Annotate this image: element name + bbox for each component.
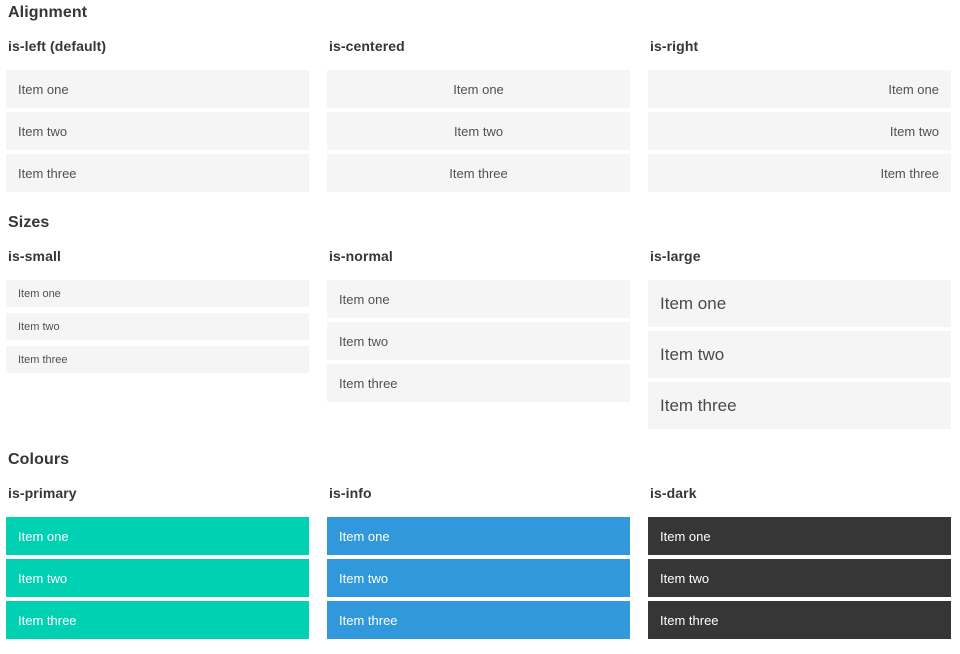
item-list: Item one Item two Item three xyxy=(6,517,309,639)
list-item[interactable]: Item one xyxy=(327,517,630,555)
section-title: Colours xyxy=(8,451,70,468)
list-item[interactable]: Item one xyxy=(327,70,630,108)
list-item[interactable]: Item three xyxy=(6,601,309,639)
column-is-dark: is-dark Item one Item two Item three xyxy=(648,486,951,639)
list-item[interactable]: Item one xyxy=(648,70,951,108)
list-item[interactable]: Item three xyxy=(327,601,630,639)
list-item[interactable]: Item one xyxy=(648,280,951,327)
list-item[interactable]: Item two xyxy=(648,559,951,597)
column-label: is-large xyxy=(650,248,701,264)
item-list: Item one Item two Item three xyxy=(648,70,951,192)
list-item[interactable]: Item three xyxy=(6,154,309,192)
section-alignment: Alignment is-left (default) Item one Ite… xyxy=(6,5,951,192)
item-list: Item one Item two Item three xyxy=(648,517,951,639)
column-is-centered: is-centered Item one Item two Item three xyxy=(327,39,630,192)
item-list: Item one Item two Item three xyxy=(327,280,630,402)
list-item[interactable]: Item two xyxy=(648,331,951,378)
section-sizes: Sizes is-small Item one Item two Item th… xyxy=(6,215,951,429)
column-label: is-dark xyxy=(650,485,697,501)
list-demo-page: Alignment is-left (default) Item one Ite… xyxy=(6,5,951,639)
column-label: is-primary xyxy=(8,485,77,501)
column-is-small: is-small Item one Item two Item three xyxy=(6,249,309,429)
column-label: is-right xyxy=(650,38,699,54)
list-item[interactable]: Item one xyxy=(6,280,309,307)
item-list: Item one Item two Item three xyxy=(6,280,309,373)
colours-columns: is-primary Item one Item two Item three … xyxy=(6,486,951,639)
list-item[interactable]: Item one xyxy=(6,517,309,555)
list-item[interactable]: Item three xyxy=(6,346,309,373)
column-is-info: is-info Item one Item two Item three xyxy=(327,486,630,639)
list-item[interactable]: Item two xyxy=(327,559,630,597)
list-item[interactable]: Item two xyxy=(6,313,309,340)
column-label: is-info xyxy=(329,485,372,501)
section-title: Alignment xyxy=(8,4,88,21)
sizes-columns: is-small Item one Item two Item three is… xyxy=(6,249,951,429)
list-item[interactable]: Item three xyxy=(327,364,630,402)
list-item[interactable]: Item three xyxy=(648,601,951,639)
column-label: is-left (default) xyxy=(8,38,107,54)
column-is-normal: is-normal Item one Item two Item three xyxy=(327,249,630,429)
list-item[interactable]: Item three xyxy=(327,154,630,192)
list-item[interactable]: Item two xyxy=(648,112,951,150)
column-label: is-normal xyxy=(329,248,393,264)
item-list: Item one Item two Item three xyxy=(648,280,951,429)
column-is-large: is-large Item one Item two Item three xyxy=(648,249,951,429)
section-colours: Colours is-primary Item one Item two Ite… xyxy=(6,452,951,639)
list-item[interactable]: Item two xyxy=(6,559,309,597)
list-item[interactable]: Item one xyxy=(327,280,630,318)
list-item[interactable]: Item one xyxy=(648,517,951,555)
column-is-primary: is-primary Item one Item two Item three xyxy=(6,486,309,639)
section-title: Sizes xyxy=(8,214,50,231)
list-item[interactable]: Item three xyxy=(648,382,951,429)
list-item[interactable]: Item three xyxy=(648,154,951,192)
alignment-columns: is-left (default) Item one Item two Item… xyxy=(6,39,951,192)
list-item[interactable]: Item two xyxy=(327,112,630,150)
item-list: Item one Item two Item three xyxy=(327,517,630,639)
column-label: is-centered xyxy=(329,38,405,54)
list-item[interactable]: Item one xyxy=(6,70,309,108)
column-is-left: is-left (default) Item one Item two Item… xyxy=(6,39,309,192)
list-item[interactable]: Item two xyxy=(327,322,630,360)
column-is-right: is-right Item one Item two Item three xyxy=(648,39,951,192)
item-list: Item one Item two Item three xyxy=(6,70,309,192)
list-item[interactable]: Item two xyxy=(6,112,309,150)
column-label: is-small xyxy=(8,248,61,264)
item-list: Item one Item two Item three xyxy=(327,70,630,192)
